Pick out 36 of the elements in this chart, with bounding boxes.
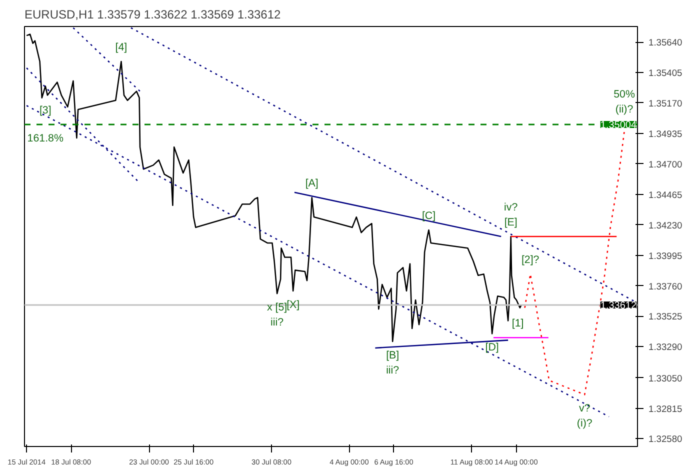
annotation: [B] [386, 350, 400, 362]
annotation: [E] [504, 216, 518, 228]
y-tick-label: 1.33525 [648, 312, 682, 322]
annotation: v? [578, 402, 590, 415]
annotation: [A] [305, 178, 318, 190]
annotation: 161.8% [27, 132, 64, 144]
ref-line-label: 1.33612 [600, 300, 637, 312]
y-tick-label: 1.34700 [648, 159, 682, 170]
annotation: [D] [485, 342, 499, 354]
annotation: iii? [270, 316, 284, 329]
y-tick-label: 1.33760 [648, 281, 682, 292]
y-tick-label: 1.35170 [648, 98, 682, 108]
annotation: (ii)? [615, 104, 634, 116]
annotation: x [5] [267, 302, 288, 314]
y-tick-label: 1.32580 [648, 434, 682, 444]
y-tick-label: 1.33290 [648, 342, 682, 352]
annotation: [3] [39, 104, 52, 116]
annotation: [4] [115, 42, 128, 54]
y-tick-label: 1.34465 [648, 190, 682, 200]
annotation: 50% [614, 88, 636, 100]
y-tick-label: 1.34935 [648, 128, 682, 139]
ref-line-label: 1.35004 [600, 120, 637, 131]
y-tick-label: 1.35640 [648, 38, 682, 48]
y-tick-label: 1.33050 [648, 373, 682, 384]
annotation: (i)? [576, 418, 592, 430]
annotation: [C] [422, 210, 436, 222]
chart-title: EURUSD,H1 1.33579 1.33622 1.33569 1.33612 [24, 8, 282, 22]
y-tick-label: 1.32815 [648, 404, 682, 414]
annotation: [X] [286, 298, 300, 311]
annotation: [2]? [521, 254, 540, 266]
annotation: iv? [504, 202, 518, 214]
annotation: iii? [386, 364, 400, 376]
y-tick-label: 1.34230 [648, 220, 682, 230]
y-tick-label: 1.35405 [648, 68, 682, 78]
y-tick-label: 1.33995 [648, 250, 682, 261]
annotation: [1] [512, 318, 524, 330]
